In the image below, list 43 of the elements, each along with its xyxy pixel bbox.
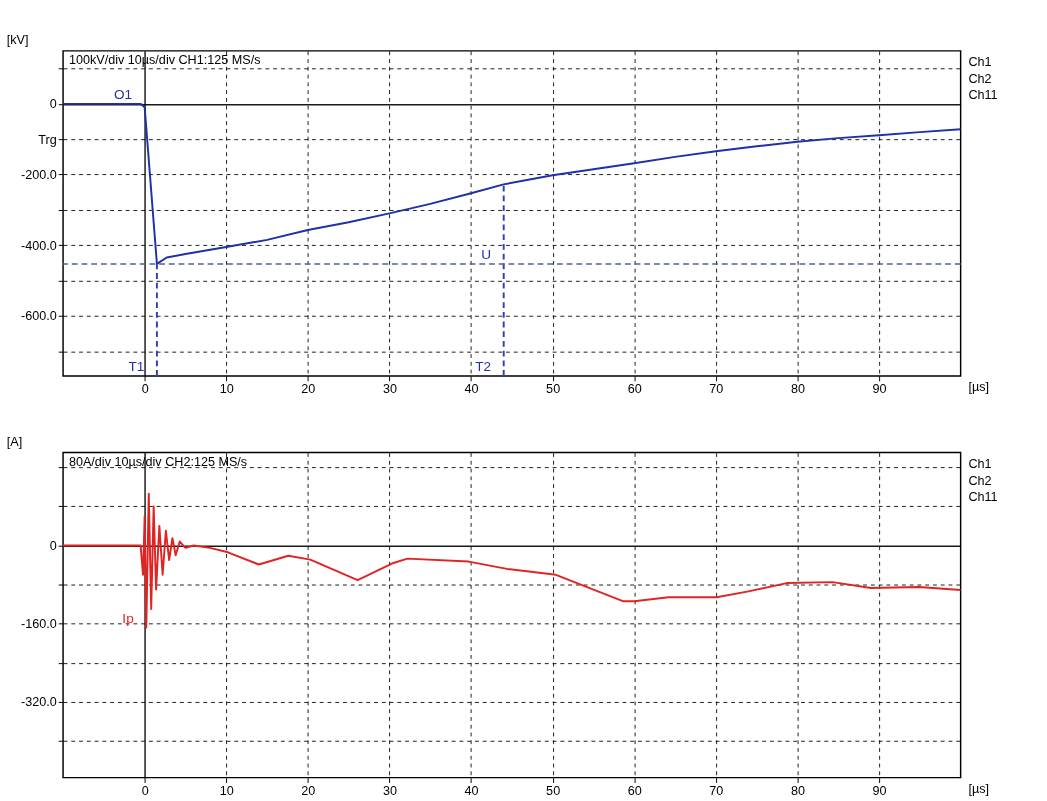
text: Ch2 <box>968 71 992 86</box>
annotation: Ip <box>122 610 134 626</box>
text: Ch2 <box>968 473 992 488</box>
x-tick-label: 80 <box>790 381 805 396</box>
y-tick-label: 0 <box>49 97 57 112</box>
y-tick-label: 0 <box>49 538 57 553</box>
x-tick-label: 30 <box>382 783 397 798</box>
x-tick-label: 90 <box>872 381 887 396</box>
x-axis-title: [µs] <box>968 782 989 797</box>
x-tick-label: 10 <box>219 381 234 396</box>
annotation: T1 <box>128 359 145 375</box>
text: Ch1 <box>968 457 992 472</box>
annotation: T2 <box>475 359 492 375</box>
x-tick-label: 60 <box>627 381 642 396</box>
x-tick-label: 40 <box>464 381 479 396</box>
text: Ch1 <box>968 55 992 70</box>
annotation: O1 <box>113 87 133 102</box>
x-tick-label: 0 <box>141 381 149 396</box>
x-tick-label: 90 <box>872 783 887 798</box>
y-tick-label: -400.0 <box>21 238 57 253</box>
x-tick-label: 30 <box>382 381 397 396</box>
y-axis-title: [A] <box>6 434 23 449</box>
y-axis-title: [kV] <box>6 33 29 48</box>
x-tick-label: 60 <box>627 783 642 798</box>
x-tick-label: 70 <box>709 381 724 396</box>
x-axis-title: [µs] <box>968 380 989 395</box>
text: Ch11 <box>968 490 998 505</box>
x-tick-label: 50 <box>546 381 561 396</box>
x-tick-label: 0 <box>141 783 149 798</box>
y-tick-label: -600.0 <box>21 309 57 324</box>
annotation: U <box>481 247 492 263</box>
x-tick-label: 40 <box>464 783 479 798</box>
x-tick-label: 50 <box>546 783 561 798</box>
x-tick-label: 70 <box>709 783 724 798</box>
x-tick-label: 80 <box>790 783 805 798</box>
text: Ch11 <box>968 88 998 103</box>
y-tick-label: -200.0 <box>21 167 57 182</box>
y-tick-label: -160.0 <box>21 617 57 632</box>
y-tick-label: Trg <box>38 132 57 147</box>
x-tick-label: 20 <box>301 783 316 798</box>
x-tick-label: 10 <box>219 783 234 798</box>
y-tick-label: -320.0 <box>21 695 57 710</box>
x-tick-label: 20 <box>301 381 316 396</box>
